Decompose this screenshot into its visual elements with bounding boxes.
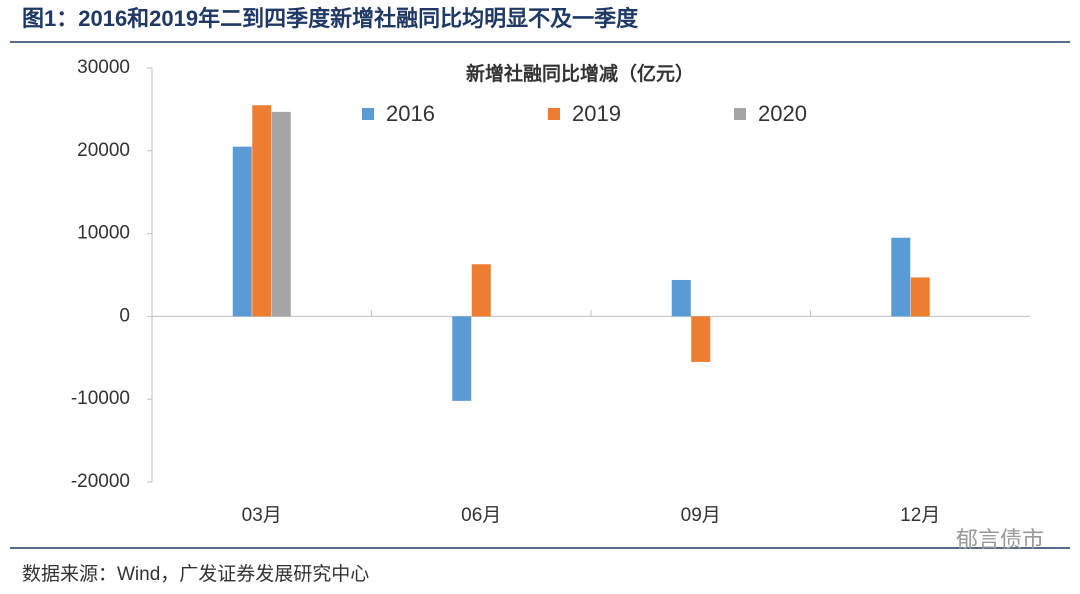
y-tick-label: -20000 [71, 471, 130, 492]
legend-label: 2020 [758, 101, 807, 126]
source-note: 数据来源：Wind，广发证券发展研究中心 [22, 563, 369, 585]
bar [671, 279, 691, 317]
y-tick-label: 0 [119, 305, 130, 326]
legend-label: 2016 [386, 101, 435, 126]
chart-title: 新增社融同比增减（亿元） [466, 62, 694, 85]
legend-swatch [362, 108, 374, 120]
y-tick-label: -10000 [71, 388, 130, 409]
bar [271, 111, 291, 317]
legend-swatch [548, 108, 560, 120]
x-tick-label: 09月 [681, 505, 721, 526]
legend-swatch [734, 108, 746, 120]
page-title: 图1：2016和2019年二到四季度新增社融同比均明显不及一季度 [22, 6, 639, 31]
legend-label: 2019 [572, 101, 621, 126]
y-tick-label: 10000 [77, 223, 130, 244]
y-tick-label: 30000 [77, 57, 130, 78]
y-tick-label: 20000 [77, 140, 130, 161]
bar [232, 146, 252, 317]
x-tick-label: 06月 [461, 505, 501, 526]
bar [691, 316, 711, 362]
bar [891, 237, 911, 317]
bar [252, 105, 272, 317]
bar [452, 316, 472, 401]
bar [471, 264, 491, 317]
bar [910, 277, 930, 317]
x-tick-label: 12月 [900, 505, 940, 526]
x-tick-label: 03月 [242, 505, 282, 526]
watermark: 郁言债市 [956, 527, 1044, 552]
